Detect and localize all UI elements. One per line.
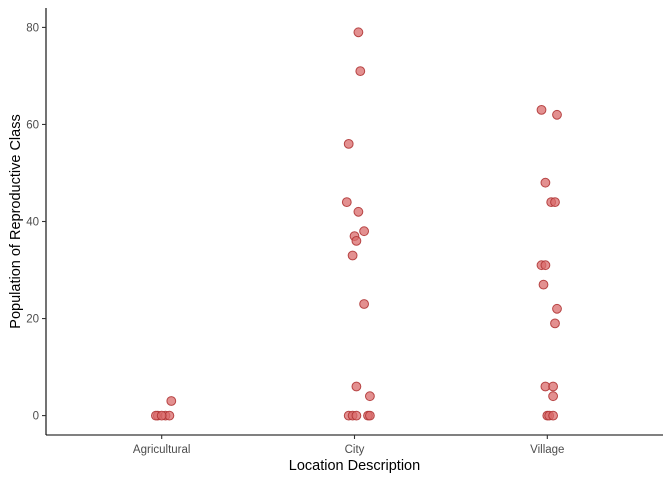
data-point	[550, 318, 560, 329]
x-tick-label: Village	[530, 444, 564, 456]
y-tick-label: 60	[26, 119, 39, 131]
x-axis-title: Location Description	[289, 458, 420, 474]
data-point	[355, 66, 366, 76]
data-point	[156, 410, 167, 421]
data-point	[341, 197, 352, 208]
data-point	[548, 410, 558, 421]
data-point	[548, 381, 558, 392]
data-point	[359, 226, 370, 237]
data-point	[538, 279, 549, 290]
data-point	[550, 197, 560, 208]
data-points	[151, 27, 562, 421]
data-point	[365, 391, 375, 402]
data-point	[353, 206, 364, 217]
data-point	[540, 260, 551, 271]
data-point	[552, 303, 562, 314]
data-point	[536, 105, 547, 115]
data-point	[351, 381, 362, 392]
data-point	[351, 236, 362, 246]
y-axis-ticks: 0 20 40 60 80	[26, 22, 46, 423]
data-point	[359, 299, 370, 309]
data-point	[365, 410, 375, 421]
y-axis-title: Population of Reproductive Class	[8, 114, 24, 328]
x-axis-ticks: Agricultural City Village	[133, 435, 564, 456]
x-tick-label: Agricultural	[133, 444, 191, 456]
data-point	[166, 396, 177, 406]
y-tick-label: 40	[26, 217, 39, 229]
x-tick-label: City	[345, 444, 365, 456]
data-point	[552, 109, 562, 120]
data-point	[343, 139, 354, 149]
data-point	[540, 177, 551, 188]
data-point	[347, 250, 358, 261]
data-point	[548, 391, 558, 402]
y-tick-label: 0	[33, 411, 39, 423]
data-point	[353, 27, 364, 38]
data-point	[351, 410, 362, 421]
y-tick-label: 20	[26, 314, 39, 326]
y-tick-label: 80	[26, 22, 39, 34]
